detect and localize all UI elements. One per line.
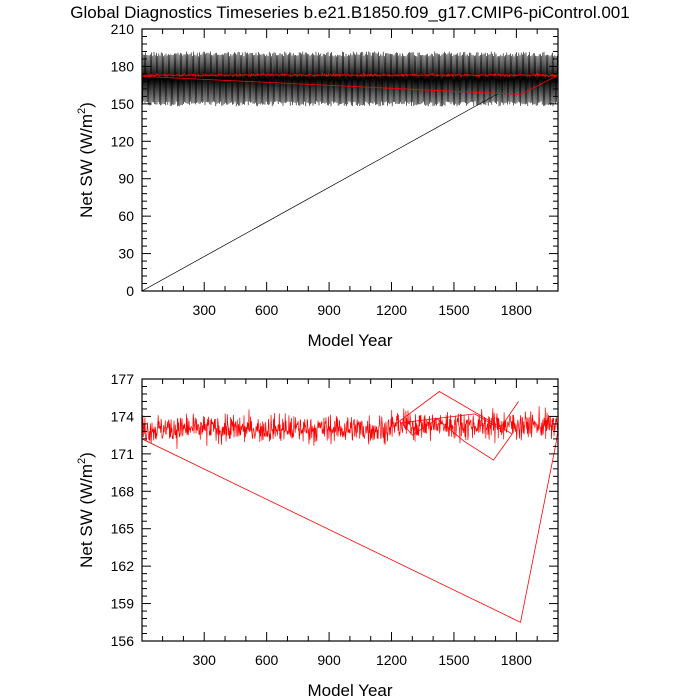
x-tick-label: 600	[255, 652, 279, 668]
x-tick-label: 1200	[376, 302, 407, 318]
x-tick-label: 900	[317, 302, 341, 318]
y-tick-label: 210	[111, 21, 135, 37]
annual-mean-line	[142, 406, 558, 449]
y-tick-label: 177	[111, 371, 135, 387]
x-tick-label: 1200	[376, 652, 407, 668]
series-monthly	[142, 51, 558, 291]
y-tick-label: 162	[111, 558, 135, 574]
y-tick-label: 90	[118, 171, 134, 187]
plot-area	[142, 391, 558, 623]
y-tick-label: 156	[111, 633, 135, 649]
x-tick-label: 1500	[438, 652, 469, 668]
figure-title: Global Diagnostics Timeseries b.e21.B185…	[70, 3, 629, 22]
y-tick-label: 165	[111, 521, 135, 537]
plot-area	[142, 51, 558, 291]
annual-mean-line	[142, 72, 558, 78]
wrap-polyline	[142, 74, 558, 95]
y-tick-label: 30	[118, 246, 134, 262]
y-axis-label: Net SW (W/m2)	[76, 452, 96, 568]
x-axis-label: Model Year	[307, 331, 392, 350]
y-tick-label: 171	[111, 446, 135, 462]
y-tick-label: 159	[111, 596, 135, 612]
y-tick-label: 150	[111, 96, 135, 112]
bottom-panel: 300 600 900 1200 1500 1800 156 159 162 165 168 171 1…	[76, 371, 559, 700]
y-axis-label: Net SW (W/m2)	[76, 102, 96, 218]
wrap-line	[142, 93, 498, 291]
x-tick-label: 300	[193, 652, 217, 668]
series-annual	[142, 391, 558, 623]
x-tick-label: 900	[317, 652, 341, 668]
x-tick-label: 1500	[438, 302, 469, 318]
wrap-polyline	[142, 428, 558, 623]
x-tick-label: 1800	[501, 652, 532, 668]
x-tick-label: 1800	[501, 302, 532, 318]
top-panel: 300 600 900 1200 1500 1800 0 30 60 90 120 150 180 210…	[76, 21, 559, 350]
monthly-band-line	[142, 51, 558, 107]
y-tick-label: 60	[118, 208, 134, 224]
series-annual	[142, 72, 558, 95]
x-tick-label: 600	[255, 302, 279, 318]
x-tick-label: 300	[193, 302, 217, 318]
y-tick-label: 180	[111, 58, 135, 74]
y-tick-label: 0	[126, 283, 134, 299]
y-tick-label: 174	[111, 408, 135, 424]
x-axis-label: Model Year	[307, 681, 392, 700]
y-tick-label: 168	[111, 483, 135, 499]
y-tick-label: 120	[111, 133, 135, 149]
loop-polyline	[395, 391, 519, 461]
